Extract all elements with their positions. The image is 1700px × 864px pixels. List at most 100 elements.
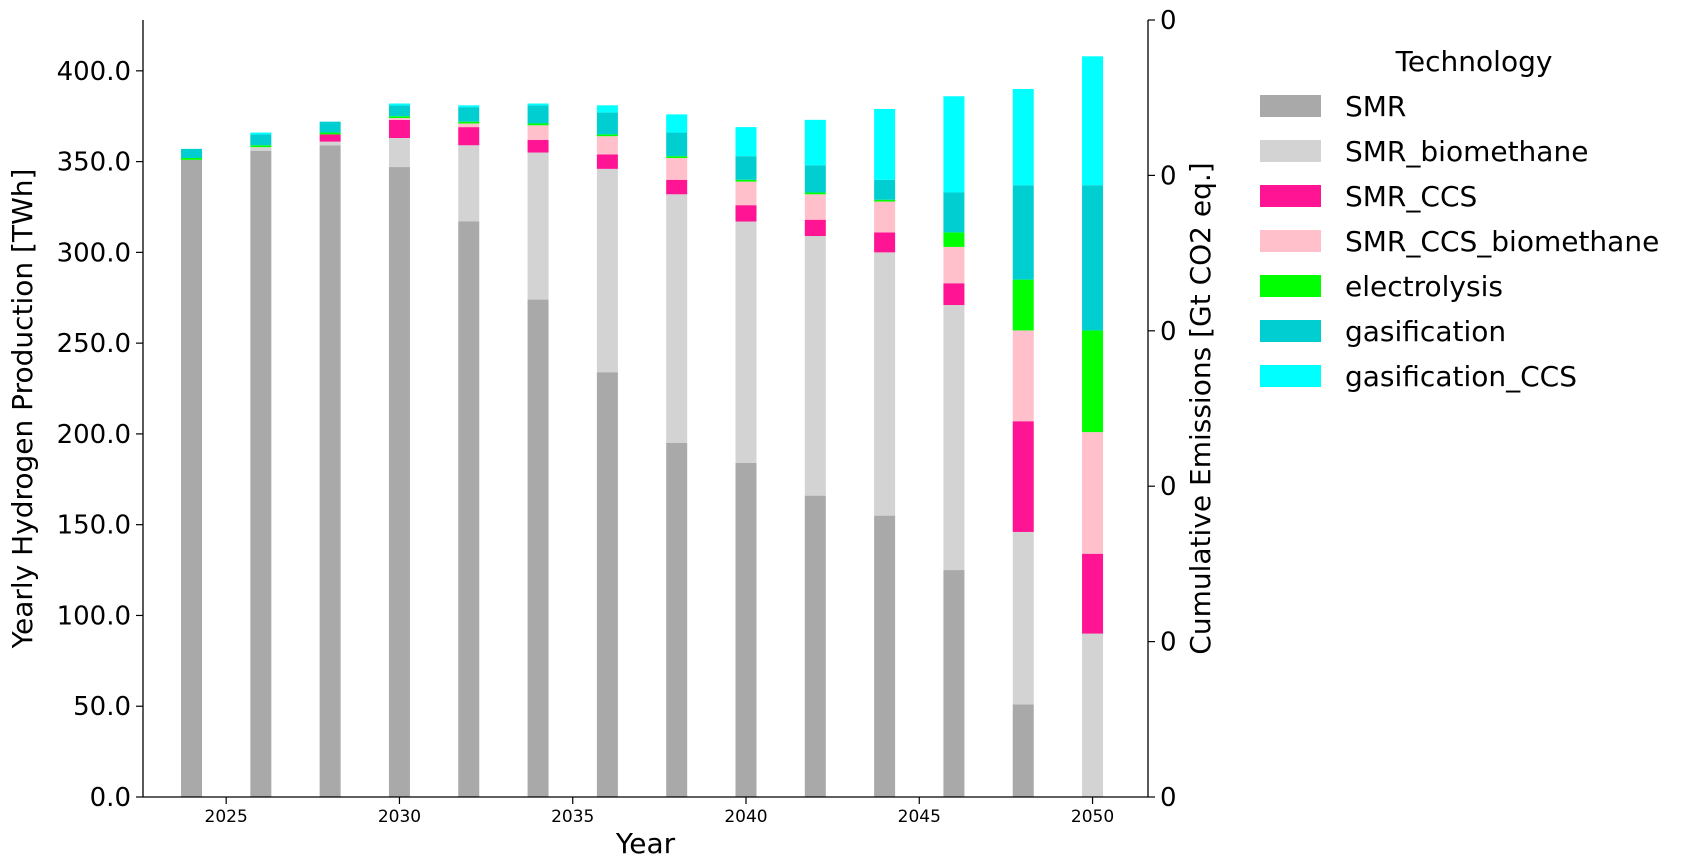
bar-segment-SMR_biomethane-2036: [596, 168, 618, 373]
x-tick-label: 2035: [551, 807, 594, 827]
bar-segment-gasification-2046: [943, 192, 965, 233]
bar-segment-SMR_biomethane-2034: [527, 152, 549, 300]
bar-segment-SMR_biomethane-2042: [804, 236, 826, 496]
bar-segment-SMR-2040: [735, 462, 757, 797]
bar-segment-SMR-2032: [458, 221, 480, 797]
x-tick-label: 2050: [1071, 807, 1114, 827]
bar-segment-SMR-2024: [181, 159, 203, 798]
bar-segment-SMR_CCS_biomethane-2044: [874, 201, 896, 233]
bar-segment-gasification_CCS-2048: [1012, 88, 1034, 186]
bar-segment-SMR_CCS-2030: [388, 119, 410, 138]
bar-segment-SMR_biomethane-2050: [1082, 633, 1104, 797]
bar-segment-SMR_CCS-2042: [804, 219, 826, 237]
bar-segment-electrolysis-2046: [943, 232, 965, 247]
legend-label-SMR_biomethane: SMR_biomethane: [1345, 135, 1588, 168]
legend-label-SMR_CCS: SMR_CCS: [1345, 180, 1477, 213]
bar-segment-SMR_CCS-2046: [943, 283, 965, 306]
legend-label-electrolysis: electrolysis: [1345, 270, 1503, 303]
bar-segment-electrolysis-2050: [1082, 330, 1104, 433]
bar-segment-gasification-2038: [666, 132, 688, 157]
bar-segment-SMR_CCS_biomethane-2050: [1082, 432, 1104, 554]
bar-segment-SMR_CCS-2034: [527, 139, 549, 153]
secondary-y-axis-label: Cumulative Emissions [Gt CO2 eq.]: [1184, 162, 1217, 654]
bar-segment-SMR-2042: [804, 495, 826, 797]
legend-title: Technology: [1395, 45, 1553, 78]
y2-tick-label: 0: [1160, 6, 1177, 36]
bar-segment-gasification_CCS-2044: [874, 108, 896, 180]
bar-segment-SMR_CCS_biomethane-2042: [804, 194, 826, 220]
bar-segment-gasification-2032: [458, 107, 480, 122]
legend-swatch-SMR_CCS: [1260, 185, 1321, 207]
x-tick-label: 2045: [898, 807, 941, 827]
bar-segment-SMR-2034: [527, 299, 549, 797]
legend: Technology SMR SMR_biomethane SMR_CCS SMR_C…: [1260, 45, 1659, 393]
bar-segment-SMR_CCS-2048: [1012, 421, 1034, 532]
y-tick-label: 100.0: [57, 601, 131, 631]
x-tick-label: 2030: [378, 807, 421, 827]
y2-tick-label: 0: [1160, 317, 1177, 347]
bars-group: [181, 56, 1104, 798]
bar-segment-SMR_CCS_biomethane-2038: [666, 157, 688, 180]
bar-segment-SMR_biomethane-2026: [250, 147, 272, 151]
bar-segment-gasification_CCS-2032: [458, 105, 480, 108]
bar-segment-gasification_CCS-2050: [1082, 56, 1104, 186]
bar-segment-SMR-2046: [943, 570, 965, 797]
y2-tick-label: 0: [1160, 472, 1177, 502]
bar-segment-gasification-2024: [181, 148, 203, 158]
y-tick-label: 250.0: [57, 329, 131, 359]
bar-segment-SMR_biomethane-2032: [458, 145, 480, 222]
bar-segment-gasification-2026: [250, 134, 272, 146]
legend-swatch-SMR: [1260, 95, 1321, 117]
x-axis-label: Year: [615, 827, 676, 860]
bar-segment-electrolysis-2030: [388, 116, 410, 119]
bar-segment-gasification_CCS-2038: [666, 114, 688, 133]
bar-segment-SMR_CCS_biomethane-2034: [527, 125, 549, 140]
bar-segment-SMR_biomethane-2046: [943, 305, 965, 571]
bar-segment-SMR_CCS-2050: [1082, 553, 1104, 634]
bar-segment-SMR-2026: [250, 150, 272, 797]
bar-segment-electrolysis-2026: [250, 145, 272, 148]
bar-segment-SMR_CCS-2044: [874, 232, 896, 253]
bar-segment-gasification-2040: [735, 156, 757, 180]
bar-segment-SMR-2048: [1012, 704, 1034, 797]
bar-segment-gasification_CCS-2034: [527, 103, 549, 106]
bar-segment-gasification-2042: [804, 165, 826, 193]
bar-segment-electrolysis-2036: [596, 134, 618, 137]
bar-segment-SMR_biomethane-2048: [1012, 531, 1034, 705]
bar-segment-gasification-2028: [319, 121, 341, 133]
bar-segment-gasification-2048: [1012, 185, 1034, 280]
bar-segment-electrolysis-2040: [735, 179, 757, 182]
y-tick-label: 400.0: [57, 57, 131, 87]
bar-segment-electrolysis-2032: [458, 121, 480, 124]
bar-segment-SMR-2028: [319, 145, 341, 797]
bar-segment-SMR_CCS-2038: [666, 179, 688, 195]
bar-segment-electrolysis-2038: [666, 156, 688, 158]
bar-segment-SMR-2030: [388, 167, 410, 798]
bar-segment-gasification-2030: [388, 105, 410, 117]
bar-segment-gasification_CCS-2026: [250, 132, 272, 135]
bar-segment-electrolysis-2048: [1012, 279, 1034, 331]
y-axis-label: Yearly Hydrogen Production [TWh]: [6, 169, 39, 650]
x-tick-label: 2040: [724, 807, 767, 827]
bar-segment-SMR-2036: [596, 372, 618, 797]
y2-tick-label: 0: [1160, 628, 1177, 658]
y2-tick-label: 0: [1160, 161, 1177, 191]
y-tick-label: 0.0: [90, 783, 131, 813]
bar-segment-SMR_biomethane-2044: [874, 252, 896, 516]
bar-segment-electrolysis-2044: [874, 199, 896, 202]
bar-segment-SMR_biomethane-2028: [319, 141, 341, 146]
bar-segment-SMR_CCS-2028: [319, 134, 341, 142]
bar-segment-SMR_CCS_biomethane-2048: [1012, 330, 1034, 422]
bar-segment-SMR-2044: [874, 515, 896, 797]
legend-swatch-SMR_biomethane: [1260, 140, 1321, 162]
bar-segment-gasification-2036: [596, 112, 618, 135]
axes-group: 0.0 50.0 100.0 150.0 200.0 250.0 300.0 350.0 400…: [57, 6, 1177, 827]
legend-swatch-SMR_CCS_biomethane: [1260, 230, 1321, 252]
legend-label-SMR: SMR: [1345, 90, 1406, 123]
y-tick-label: 150.0: [57, 511, 131, 541]
y-tick-label: 50.0: [73, 692, 131, 722]
bar-segment-gasification_CCS-2036: [596, 105, 618, 113]
bar-segment-SMR-2038: [666, 442, 688, 797]
legend-label-gasification: gasification: [1345, 315, 1506, 348]
